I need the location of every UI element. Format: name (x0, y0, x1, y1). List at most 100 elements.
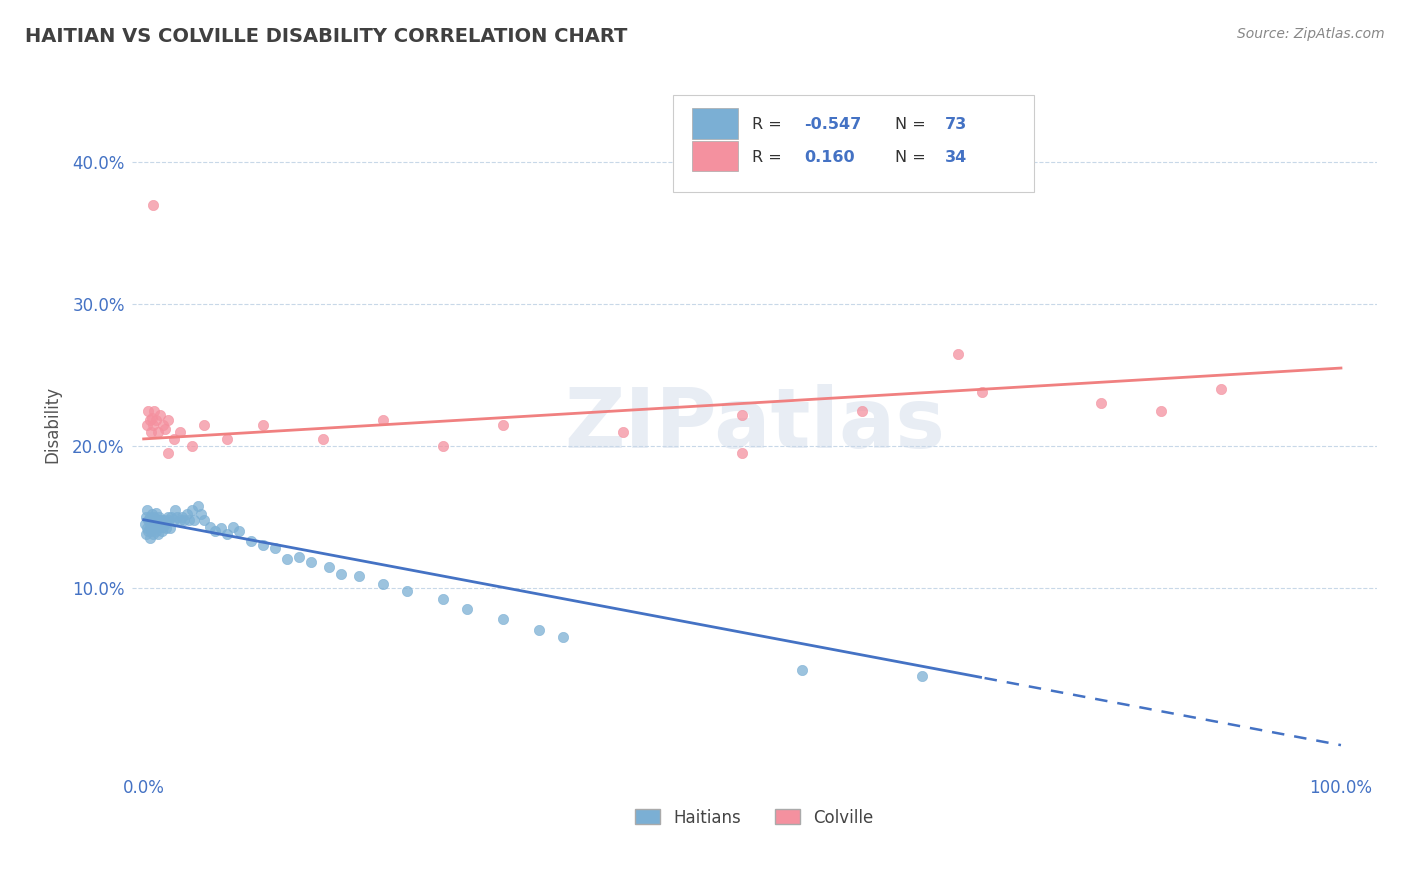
Point (139, 425, 162, 439)
Point (152, 417, 174, 432)
Point (148, 509, 170, 524)
Point (141, 516, 163, 531)
Point (222, 520, 245, 534)
Point (731, 446, 754, 460)
Point (162, 513, 184, 527)
Point (146, 516, 169, 531)
Text: R =: R = (752, 117, 787, 132)
Point (456, 602, 478, 616)
Point (851, 403, 873, 417)
Point (551, 631, 574, 645)
Point (143, 509, 166, 524)
Point (946, 347, 969, 361)
Point (173, 513, 195, 527)
Point (149, 516, 172, 531)
Point (156, 509, 179, 524)
Point (149, 408, 172, 422)
Point (146, 513, 169, 527)
FancyBboxPatch shape (692, 108, 738, 138)
Point (180, 439, 202, 453)
Point (176, 507, 198, 521)
Point (136, 417, 159, 432)
Point (146, 527, 169, 541)
Point (139, 513, 162, 527)
Point (153, 516, 176, 531)
Point (155, 521, 177, 535)
Point (240, 533, 263, 548)
Point (162, 432, 184, 446)
Point (204, 524, 226, 538)
Point (160, 509, 183, 524)
Point (141, 410, 163, 425)
Point (731, 408, 754, 422)
Point (193, 417, 215, 432)
Point (432, 592, 454, 607)
Point (169, 513, 191, 527)
Point (138, 524, 160, 538)
Point (371, 576, 394, 591)
Point (186, 499, 208, 513)
Point (276, 552, 298, 566)
Point (138, 513, 160, 527)
Point (312, 432, 335, 446)
Legend: Haitians, Colville: Haitians, Colville (628, 802, 880, 833)
Point (1090, 396, 1112, 410)
Point (138, 520, 160, 534)
Point (198, 520, 221, 534)
Point (134, 516, 156, 531)
Point (143, 403, 166, 417)
Point (252, 538, 274, 552)
Point (183, 513, 205, 527)
Point (318, 559, 340, 574)
Point (156, 446, 179, 460)
Point (527, 624, 550, 638)
Text: R =: R = (752, 150, 787, 165)
Text: N =: N = (896, 150, 931, 165)
Point (150, 524, 173, 538)
Point (146, 425, 169, 439)
Point (145, 413, 167, 427)
Point (139, 524, 162, 538)
Point (228, 524, 250, 538)
Text: N =: N = (896, 117, 931, 132)
Point (138, 509, 160, 524)
Point (190, 507, 212, 521)
Point (152, 520, 174, 534)
Point (163, 503, 186, 517)
Point (252, 417, 274, 432)
Point (143, 520, 166, 534)
Point (1211, 382, 1233, 396)
Point (136, 521, 159, 535)
Point (347, 569, 370, 583)
Point (138, 413, 160, 427)
Point (169, 425, 191, 439)
Text: HAITIAN VS COLVILLE DISABILITY CORRELATION CHART: HAITIAN VS COLVILLE DISABILITY CORRELATI… (25, 27, 627, 45)
Text: Source: ZipAtlas.com: Source: ZipAtlas.com (1237, 27, 1385, 41)
Point (217, 527, 239, 541)
Point (157, 513, 180, 527)
Point (792, 663, 814, 677)
Point (432, 439, 454, 453)
Point (145, 506, 167, 520)
Text: ZIPatlas: ZIPatlas (564, 384, 945, 466)
Point (179, 513, 201, 527)
Point (166, 509, 188, 524)
Text: -0.547: -0.547 (804, 117, 862, 132)
Point (141, 507, 163, 521)
Point (170, 509, 193, 524)
Point (396, 583, 419, 598)
Point (211, 521, 233, 535)
Point (135, 527, 157, 541)
FancyBboxPatch shape (673, 95, 1035, 192)
Point (612, 425, 634, 439)
Point (299, 555, 322, 569)
Point (264, 541, 287, 555)
FancyBboxPatch shape (692, 141, 738, 171)
Point (193, 513, 215, 527)
Point (148, 520, 170, 534)
Point (330, 566, 353, 581)
Point (159, 521, 181, 535)
Point (142, 527, 165, 541)
Point (1150, 403, 1173, 417)
Point (911, 668, 934, 682)
